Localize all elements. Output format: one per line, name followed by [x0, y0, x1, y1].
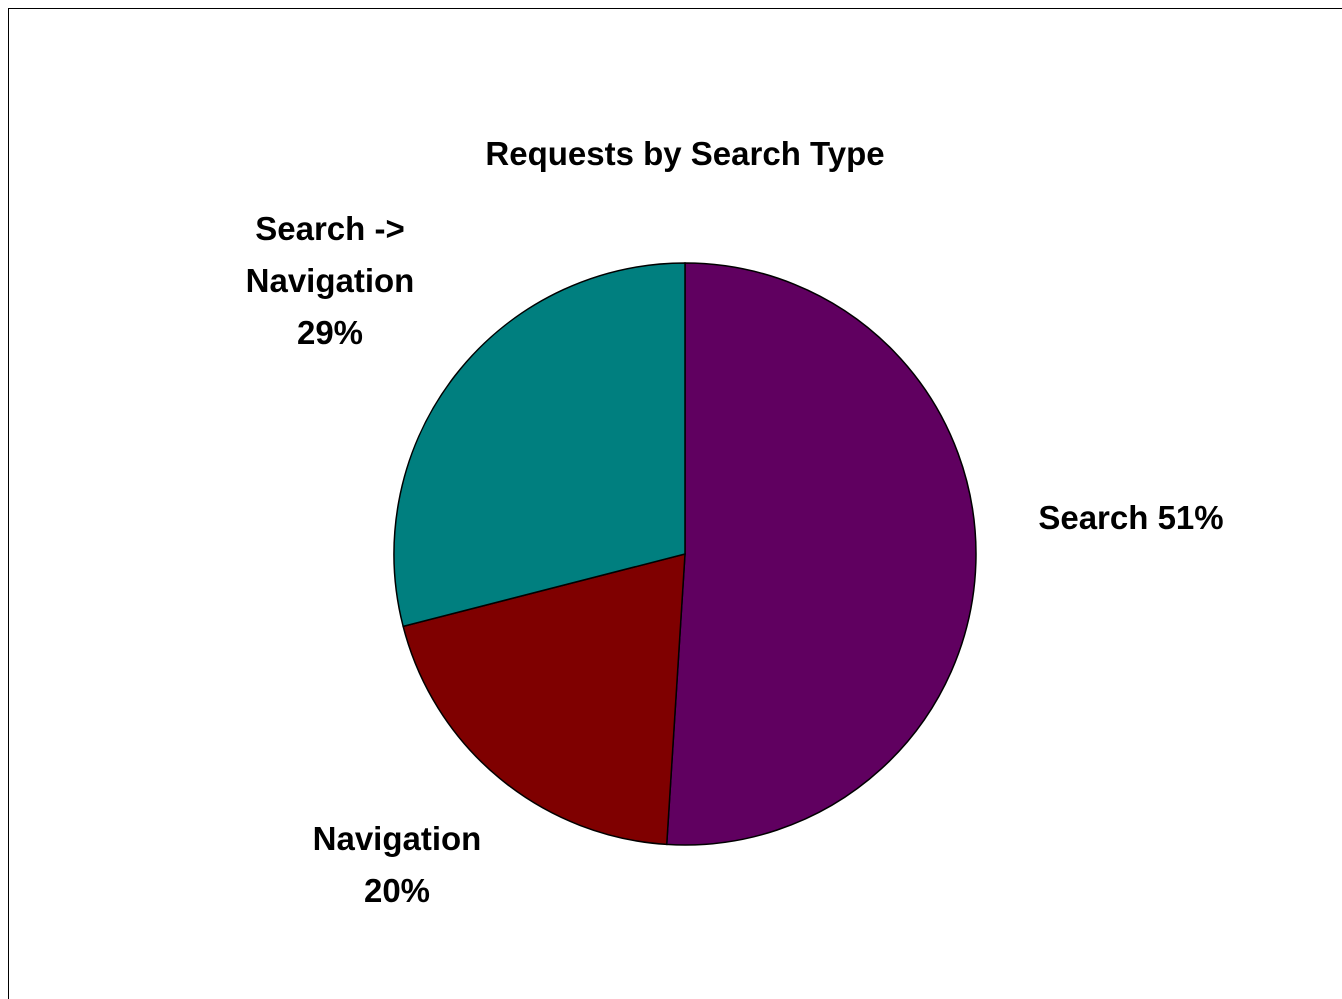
pie-slices	[393, 262, 977, 846]
pie-slice-navigation	[402, 553, 686, 846]
chart-title: Requests by Search Type	[485, 135, 884, 172]
pie-slice-search	[665, 262, 977, 846]
slice-label: Search 51%	[1038, 499, 1223, 536]
slice-label: Search -> Navigation 29%	[246, 210, 415, 351]
pie-slice-search-navigation	[393, 262, 686, 628]
slice-label: Navigation 20%	[313, 820, 482, 909]
slice-labels: Search 51% Navigation 20% Search -> Navigati…	[246, 210, 1224, 909]
